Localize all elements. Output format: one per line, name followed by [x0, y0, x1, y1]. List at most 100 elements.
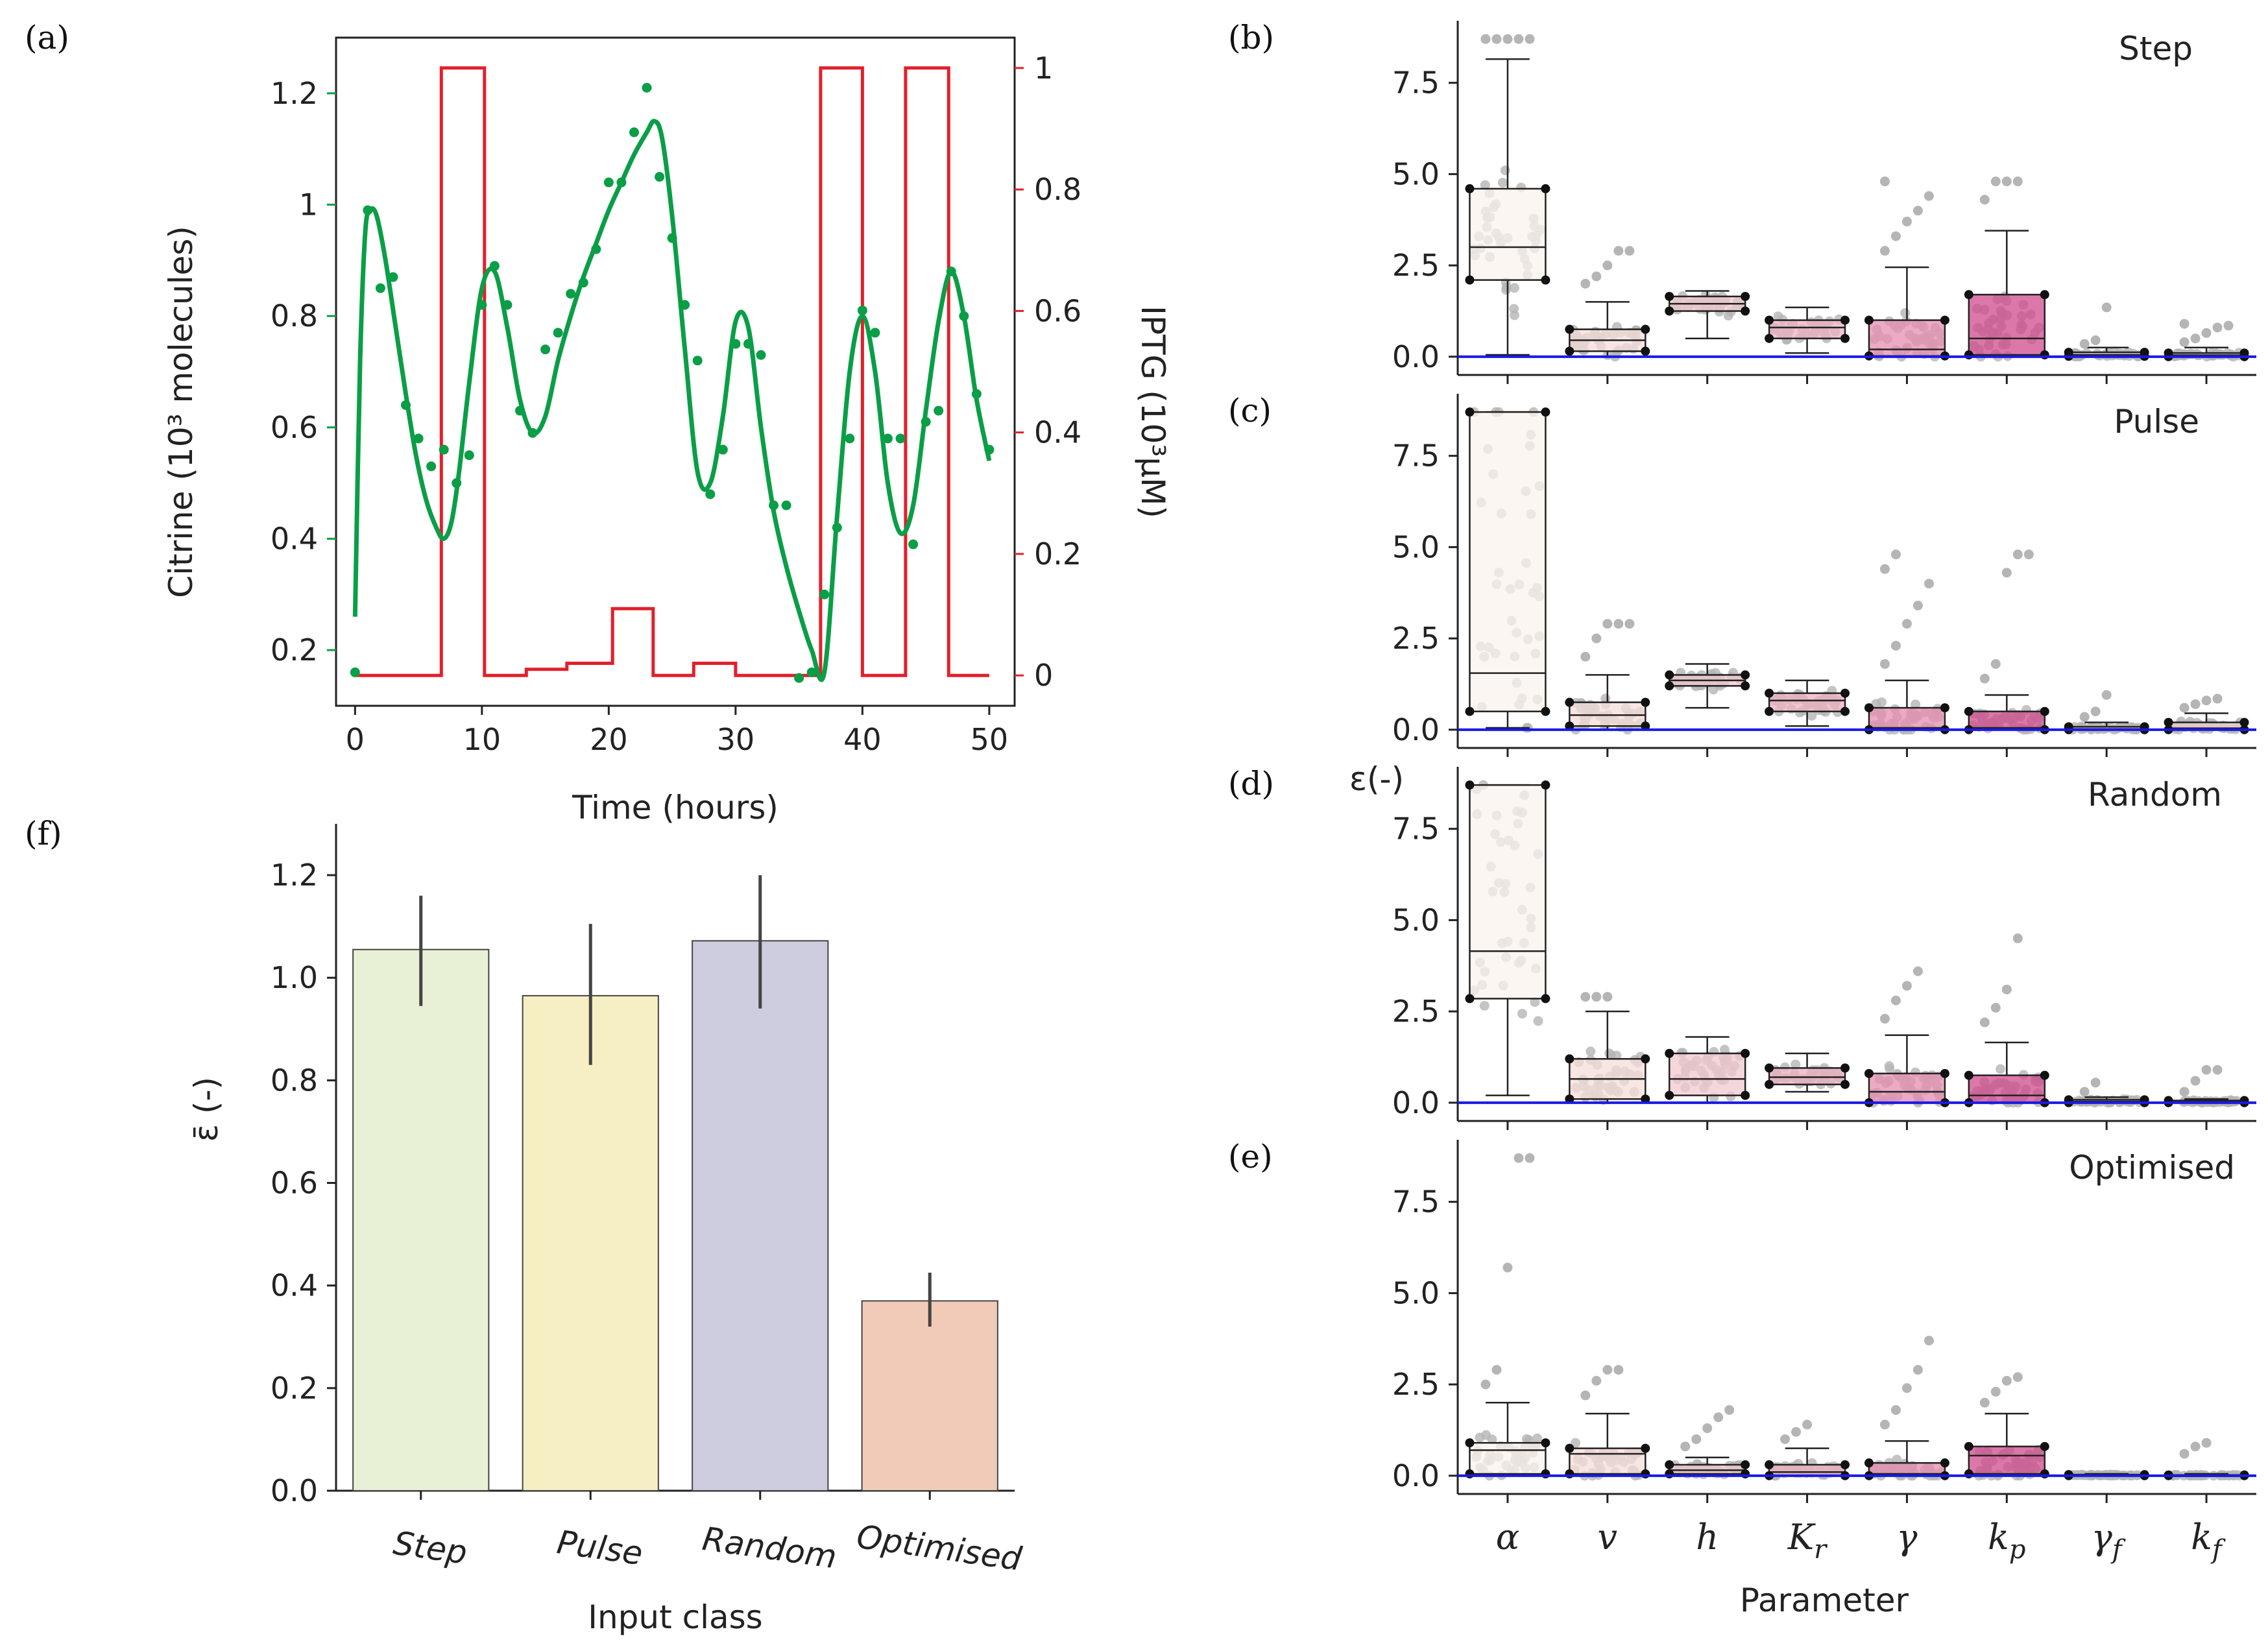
box-iqr: [1968, 1074, 2046, 1104]
box-edge-point: [1541, 275, 1550, 285]
box-edge-point: [1741, 670, 1750, 680]
box-iqr: [1868, 319, 1946, 357]
box-edge-point: [2040, 1441, 2049, 1451]
panel-a-ylabel: Citrine (10³ molecules): [162, 226, 200, 598]
citrine-data-point: [616, 177, 627, 187]
outlier-point: [2179, 1449, 2190, 1459]
panel-c-ytick-label: 0.0: [1392, 712, 1440, 747]
citrine-data-point: [692, 355, 703, 366]
parameter-label-α: α: [1496, 1517, 1519, 1558]
outlier-point: [1591, 1376, 1602, 1386]
outlier-point: [2190, 333, 2201, 344]
panel-f-ytick-label: 0.0: [271, 1473, 318, 1508]
citrine-data-point: [477, 300, 487, 310]
outlier-point: [1890, 640, 1901, 651]
parameter-label-h: h: [1696, 1517, 1719, 1558]
citrine-data-point: [603, 177, 614, 187]
scatter-point: [1533, 1016, 1543, 1026]
citrine-data-point: [743, 339, 753, 349]
box-edge-point: [1765, 1063, 1774, 1073]
scatter-point: [1719, 1044, 1730, 1055]
panel-d-ytick-label: 7.5: [1392, 812, 1440, 847]
box-edge-point: [1741, 306, 1750, 316]
box-iqr: [1469, 1441, 1547, 1475]
outlier-point: [2179, 319, 2190, 329]
box-edge-point: [1541, 780, 1550, 790]
scatter-point: [1571, 1438, 1581, 1448]
box-edge-point: [1964, 706, 1973, 716]
scatter-point: [1911, 699, 1921, 710]
box-edge-point: [1541, 1469, 1550, 1479]
citrine-data-point: [845, 433, 855, 444]
panel-a-axes: 0 10 20 30 40 50 0.2 0.4 0.6 0.8 1 1.2 0 0.2 0.4 0.6 0.8…: [271, 36, 1081, 757]
citrine-data-point: [578, 278, 588, 288]
panel-letter-e: (e): [1228, 1138, 1273, 1175]
parameter-label-base: k: [1988, 1517, 2009, 1558]
outlier-point: [2090, 335, 2101, 346]
box-edge-point: [1465, 780, 1475, 790]
outlier-point: [2190, 1076, 2201, 1086]
scatter-point: [1479, 1000, 1490, 1011]
class-label-optimised: Optimised: [854, 1518, 1024, 1578]
citrine-data-point: [971, 389, 982, 399]
outlier-point: [2090, 1077, 2101, 1088]
bar-step: [352, 948, 490, 1491]
outlier-point: [1624, 619, 1635, 629]
box-edge-point: [1940, 1458, 1949, 1468]
citrine-data-point: [984, 444, 995, 455]
outlier-point: [1802, 1419, 1813, 1430]
outlier-point: [2179, 703, 2190, 713]
outlier-point: [1502, 34, 1513, 44]
citrine-data-point: [819, 589, 830, 599]
scatter-point: [1501, 285, 1512, 295]
scatter-point: [1509, 310, 1519, 320]
citrine-data-point: [959, 311, 969, 321]
outlier-point: [1879, 1419, 1890, 1430]
box-edge-point: [2040, 350, 2049, 360]
panel-e-ytick-label: 5.0: [1392, 1275, 1440, 1310]
outlier-point: [2101, 690, 2112, 700]
box-iqr: [1768, 692, 1846, 712]
box-edge-point: [1765, 1460, 1774, 1469]
outlier-point: [1912, 600, 1923, 610]
panel-a-xlabel: Time (hours): [572, 789, 778, 826]
box-edge-point: [2164, 348, 2173, 358]
box-edge-point: [1964, 1070, 1973, 1080]
citrine-data-point: [769, 500, 779, 511]
parameter-label-γ: γ: [1896, 1517, 1918, 1558]
box-edge-point: [1641, 1469, 1650, 1479]
scatter-point: [1530, 997, 1540, 1007]
box-edge-point: [1665, 1048, 1674, 1058]
box-edge-point: [1765, 706, 1774, 716]
box-edge-point: [1741, 1460, 1750, 1469]
citrine-data-point: [540, 344, 551, 355]
box-edge-point: [2140, 348, 2149, 357]
outlier-point: [1525, 34, 1535, 44]
outlier-point: [2201, 1438, 2212, 1448]
outlier-point: [2212, 693, 2223, 704]
outlier-point: [2012, 1372, 2023, 1382]
outlier-point: [1702, 1423, 1713, 1434]
outlier-point: [1502, 1262, 1513, 1273]
panel-a-line-chart: 0 10 20 30 40 50 0.2 0.4 0.6 0.8 1 1.2 0 0.2 0.4 0.6 0.8…: [162, 36, 1172, 826]
box-edge-point: [1541, 994, 1550, 1004]
class-label-random: Random: [700, 1520, 839, 1576]
panel-f-xlabel: Input class: [588, 1598, 762, 1636]
citrine-data-point: [363, 205, 373, 215]
citrine-data-point: [591, 244, 601, 254]
panel-f-bar-chart: 0.0 0.2 0.4 0.6 0.8 1.0 1.2 Step Pulse Random Opti…: [187, 824, 1024, 1636]
citrine-data-point: [908, 539, 919, 549]
outlier-point: [1491, 1365, 1502, 1375]
box-iqr: [1668, 1052, 1746, 1096]
outlier-point: [2201, 328, 2212, 338]
box-iqr: [1469, 784, 1547, 1000]
outlier-point: [1602, 992, 1613, 1002]
outlier-point: [1591, 271, 1602, 282]
panel-d-ytick-label: 2.5: [1392, 994, 1440, 1029]
citrine-data-point: [502, 300, 513, 310]
citrine-data-point: [895, 433, 906, 444]
citrine-data-point: [934, 405, 944, 416]
panel-a-y2tick-label: 0.6: [1034, 293, 1081, 328]
box-edge-point: [2064, 348, 2073, 357]
box-edge-point: [1840, 1460, 1850, 1469]
